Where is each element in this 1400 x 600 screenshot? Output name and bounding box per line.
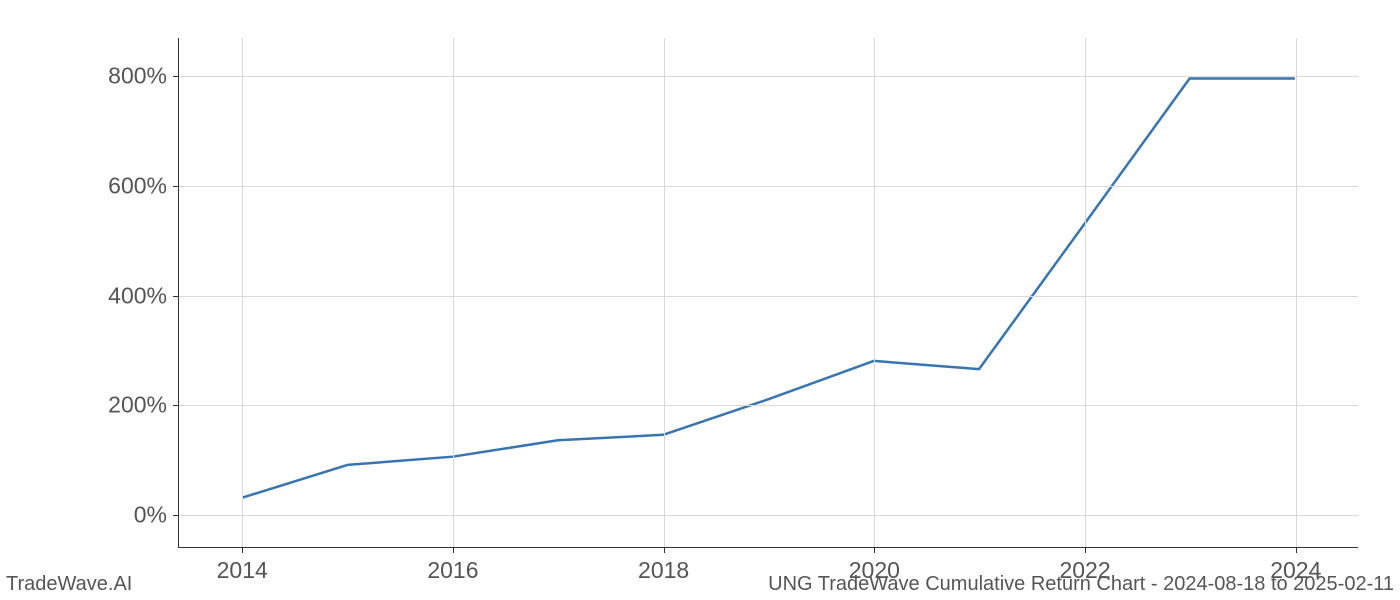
y-tick-label: 800%: [108, 63, 179, 90]
plot-area: 2014201620182020202220240%200%400%600%80…: [178, 38, 1358, 548]
footer-left-label: TradeWave.AI: [6, 573, 132, 596]
grid-line-vertical: [242, 38, 243, 547]
line-series: [179, 38, 1358, 547]
footer-right-label: UNG TradeWave Cumulative Return Chart - …: [768, 573, 1394, 596]
grid-line-horizontal: [179, 76, 1358, 77]
grid-line-horizontal: [179, 186, 1358, 187]
grid-line-vertical: [453, 38, 454, 547]
y-tick-label: 600%: [108, 173, 179, 200]
return-line: [242, 79, 1295, 498]
grid-line-horizontal: [179, 405, 1358, 406]
grid-line-vertical: [1296, 38, 1297, 547]
grid-line-vertical: [664, 38, 665, 547]
x-tick-label: 2016: [427, 547, 478, 584]
chart-container: 2014201620182020202220240%200%400%600%80…: [178, 38, 1358, 548]
x-tick-label: 2014: [217, 547, 268, 584]
grid-line-horizontal: [179, 515, 1358, 516]
y-tick-label: 400%: [108, 282, 179, 309]
y-tick-label: 0%: [134, 502, 179, 529]
grid-line-horizontal: [179, 296, 1358, 297]
y-tick-label: 200%: [108, 392, 179, 419]
grid-line-vertical: [874, 38, 875, 547]
grid-line-vertical: [1085, 38, 1086, 547]
x-tick-label: 2018: [638, 547, 689, 584]
